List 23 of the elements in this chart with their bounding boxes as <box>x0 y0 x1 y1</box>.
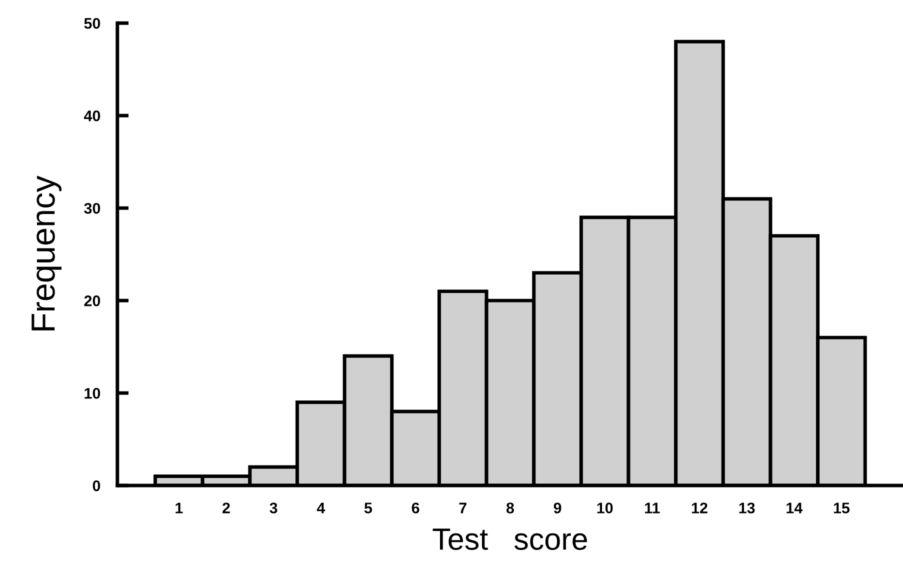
x-tick-label: 11 <box>645 502 660 514</box>
x-tick-label: 13 <box>739 502 755 514</box>
x-tick-label: 15 <box>834 502 850 514</box>
x-tick-label: 2 <box>222 502 230 514</box>
y-tick-label: 20 <box>84 295 100 306</box>
x-tick-label: 9 <box>554 502 562 514</box>
x-tick-label: 6 <box>412 502 420 514</box>
y-tick-label: 30 <box>84 202 100 214</box>
x-tick-label: 5 <box>364 502 372 514</box>
x-tick-label: 10 <box>597 502 613 514</box>
y-axis-title: Frequency <box>32 176 62 330</box>
y-tick-label: 0 <box>92 480 100 492</box>
x-tick-label: 14 <box>786 502 803 514</box>
x-tick-label: 3 <box>270 502 278 514</box>
x-tick-label: 7 <box>459 502 466 514</box>
x-axis-title: Test score <box>432 528 587 550</box>
x-tick-label: 12 <box>692 502 708 514</box>
x-tick-label: 8 <box>506 502 514 514</box>
x-tick-label: 1 <box>176 502 183 514</box>
y-tick-label: 40 <box>84 110 100 122</box>
x-tick-label: 4 <box>316 502 326 514</box>
y-tick-label: 10 <box>84 388 100 399</box>
y-tick-label: 50 <box>84 18 100 29</box>
